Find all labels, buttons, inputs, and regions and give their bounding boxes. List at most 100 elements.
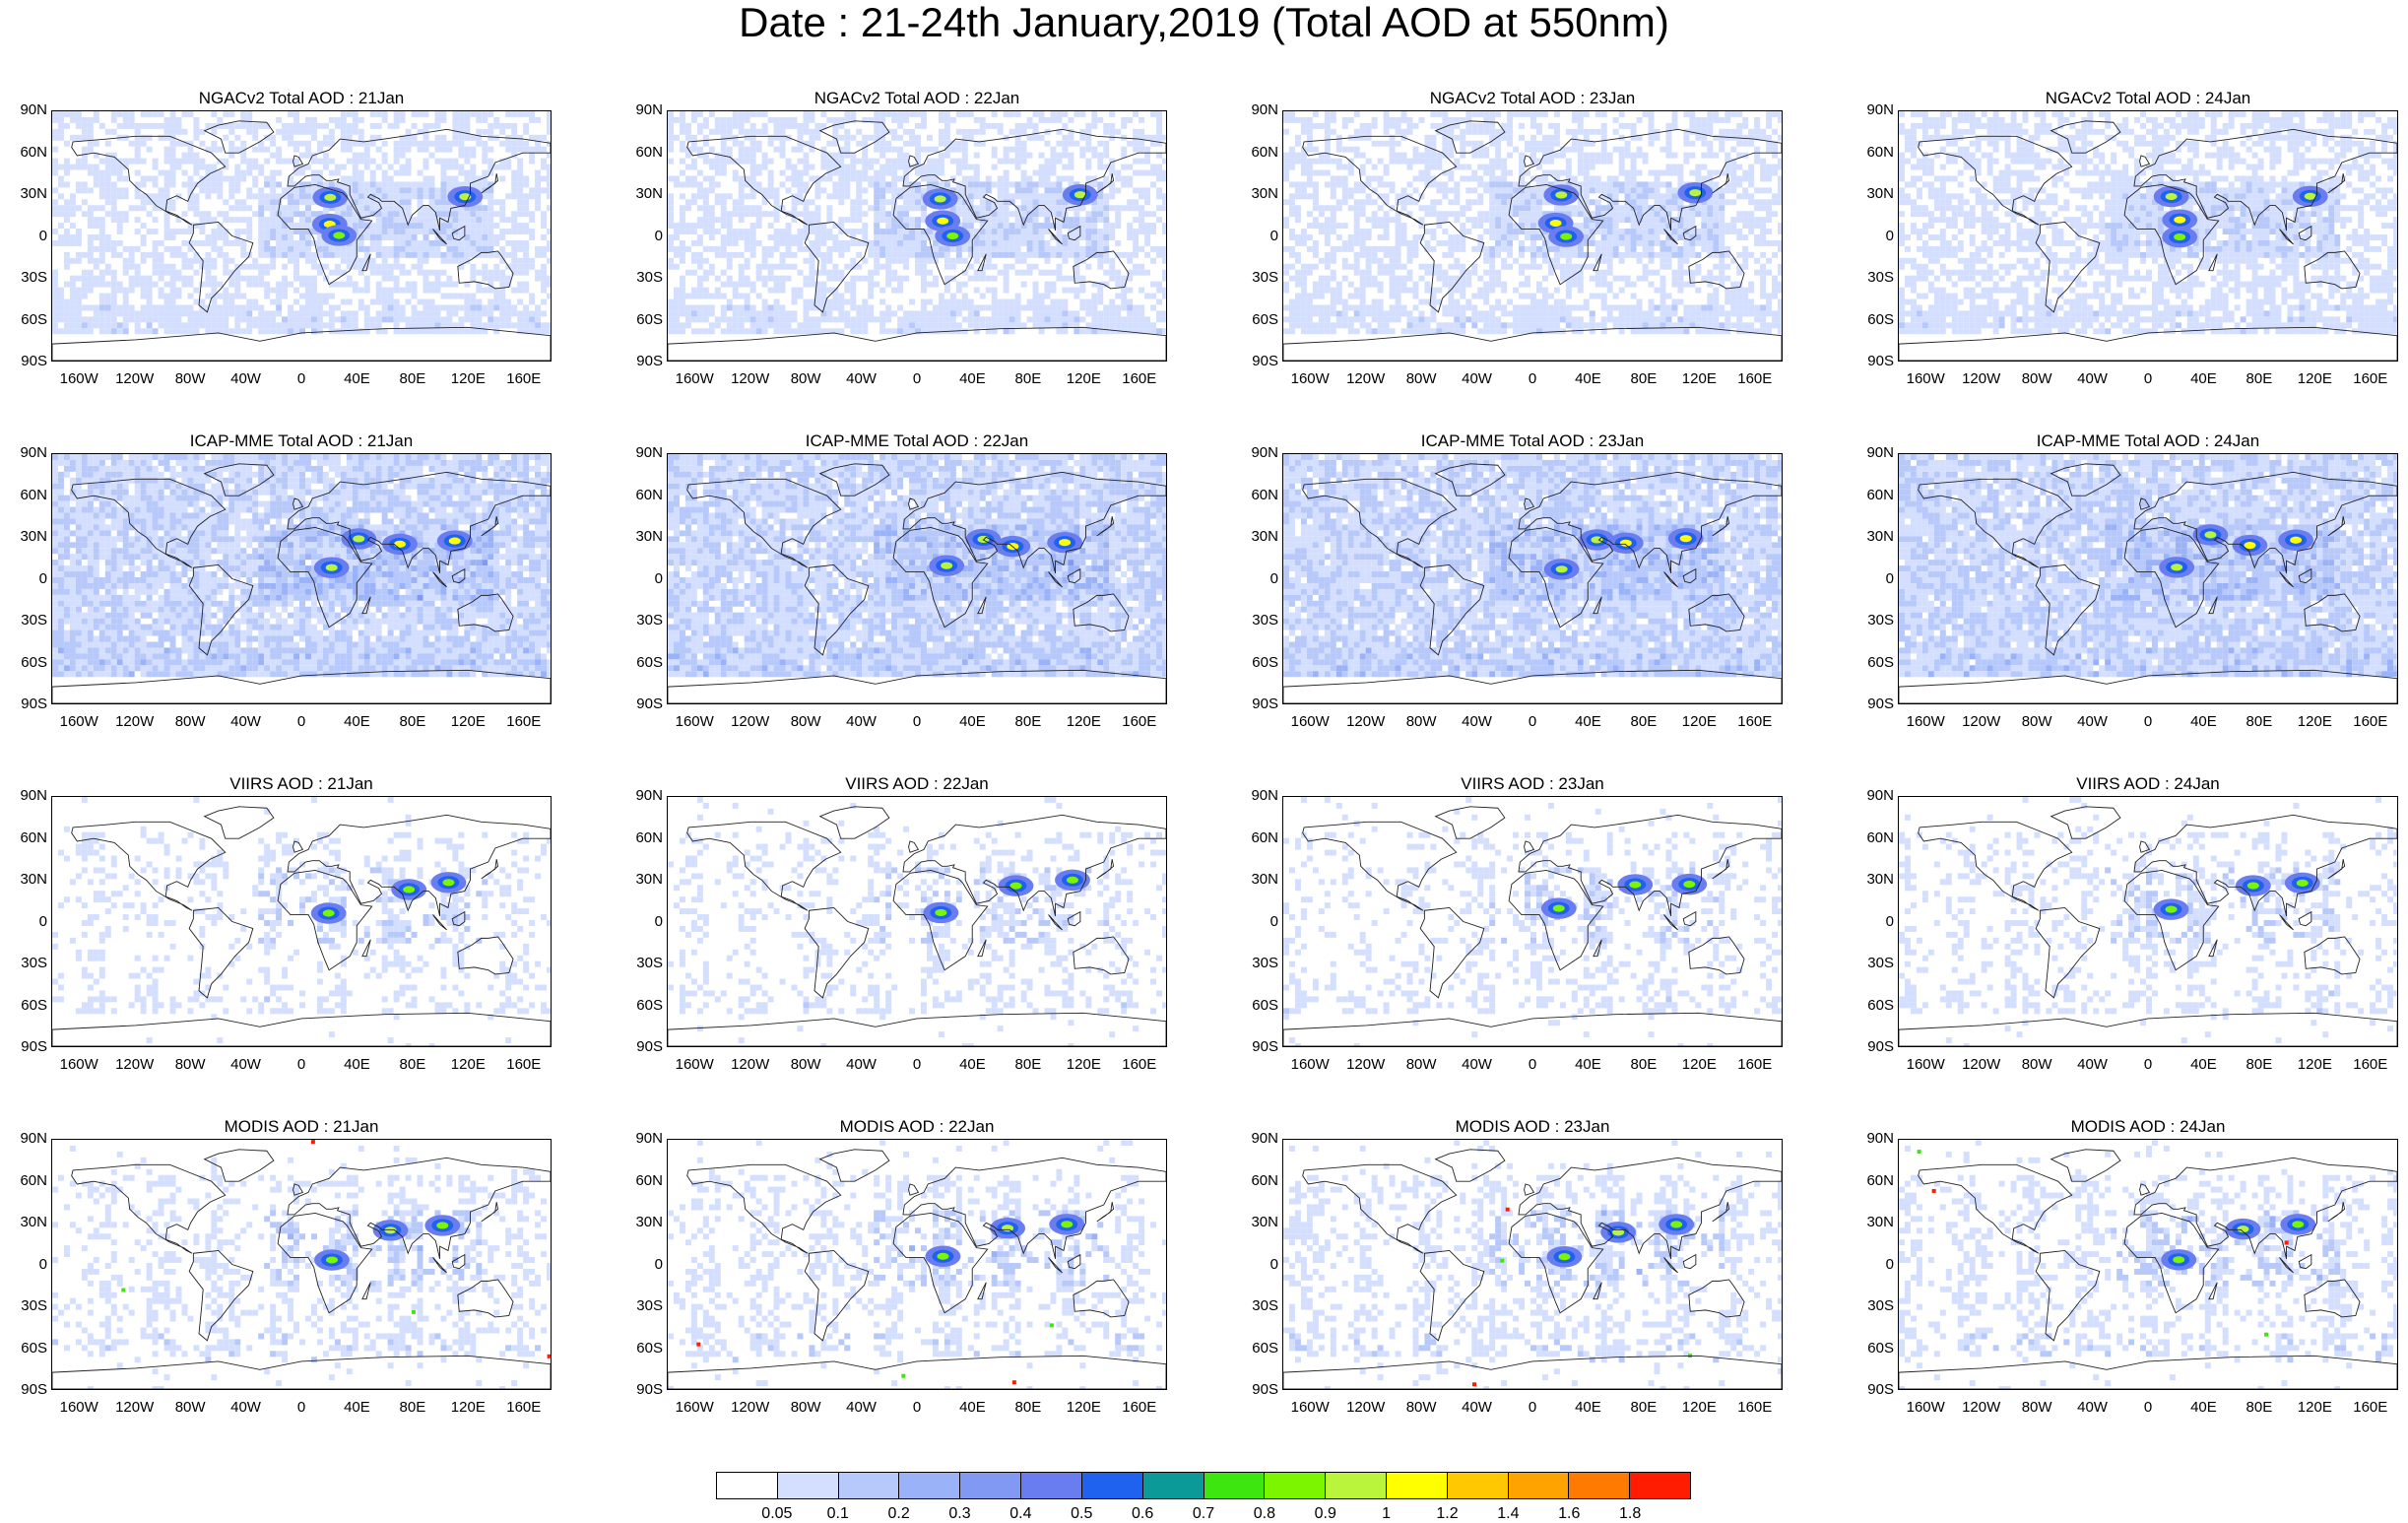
aod-cell — [1097, 211, 1104, 218]
aod-cell — [1665, 169, 1672, 176]
aod-cell — [891, 287, 898, 294]
aod-cell — [205, 281, 212, 288]
aod-cell — [1079, 134, 1086, 141]
aod-cell — [352, 175, 358, 182]
aod-cell — [346, 158, 353, 165]
aod-cell — [708, 211, 715, 218]
aod-cell — [1618, 181, 1625, 188]
aod-cell — [276, 116, 283, 123]
aod-cell — [1559, 152, 1566, 159]
aod-cell — [826, 328, 833, 335]
aod-cell — [423, 187, 429, 194]
aod-cell — [440, 257, 447, 264]
aod-cell — [1068, 223, 1074, 230]
aod-cell — [738, 111, 745, 117]
aod-cell — [1139, 287, 1145, 294]
aod-cell — [967, 263, 974, 270]
aod-cell — [493, 322, 500, 329]
aod-cell — [322, 298, 329, 305]
aod-cell — [826, 310, 833, 317]
aod-cell — [785, 223, 792, 230]
aod-cell — [1719, 169, 1725, 176]
aod-cell — [98, 217, 105, 224]
aod-cell — [985, 217, 992, 224]
aod-cell — [1324, 158, 1331, 165]
aod-cell — [915, 310, 921, 317]
aod-cell — [1730, 111, 1737, 117]
aod-cell — [405, 211, 412, 218]
aod-cell — [767, 187, 774, 194]
aod-cell — [832, 169, 839, 176]
aod-cell — [838, 298, 845, 305]
aod-cell — [146, 134, 153, 141]
aod-cell — [1618, 158, 1625, 165]
aod-cell — [1519, 122, 1526, 129]
aod-cell — [1014, 152, 1021, 159]
aod-cell — [885, 217, 892, 224]
aod-cell — [1424, 175, 1431, 182]
aod-cell — [684, 134, 691, 141]
aod-cell — [838, 293, 845, 299]
aod-cell — [1742, 134, 1749, 141]
aod-cell — [1654, 187, 1660, 194]
aod-cell — [63, 169, 70, 176]
aod-cell — [679, 229, 685, 235]
aod-cell — [797, 269, 804, 276]
aod-cell — [476, 205, 483, 212]
aod-cell — [1115, 316, 1122, 323]
aod-cell — [708, 245, 715, 252]
aod-cell — [523, 211, 530, 218]
aod-cell — [387, 217, 394, 224]
aod-cell — [1436, 164, 1443, 170]
aod-cell — [363, 164, 370, 170]
aod-cell — [52, 205, 58, 212]
aod-cell — [1003, 152, 1009, 159]
aod-cell — [375, 187, 382, 194]
aod-cell — [749, 304, 756, 311]
aod-cell — [856, 211, 863, 218]
aod-cell — [499, 229, 506, 235]
aod-cell — [381, 211, 388, 218]
aod-cell — [1014, 128, 1021, 135]
aod-cell — [340, 322, 347, 329]
aod-cell — [844, 181, 851, 188]
aod-cell — [264, 199, 271, 206]
aod-cell — [844, 322, 851, 329]
aod-cell — [1507, 152, 1514, 159]
aod-cell — [1133, 146, 1139, 153]
aod-cell — [381, 293, 388, 299]
aod-cell — [87, 322, 94, 329]
aod-cell — [903, 211, 910, 218]
aod-cell — [163, 328, 170, 335]
aod-cell — [991, 287, 998, 294]
aod-cell — [955, 245, 962, 252]
aod-cell — [856, 193, 863, 200]
aod-cell — [856, 217, 863, 224]
aod-cell — [874, 116, 880, 123]
aod-cell — [1660, 169, 1666, 176]
aod-cell — [110, 316, 117, 323]
aod-cell — [1330, 116, 1336, 123]
aod-cell — [63, 257, 70, 264]
aod-cell — [1300, 164, 1307, 170]
aod-cell — [134, 122, 141, 129]
aod-cell — [488, 287, 494, 294]
aod-cell — [440, 134, 447, 141]
aod-cell — [1448, 152, 1455, 159]
aod-cell — [1565, 164, 1572, 170]
aod-cell — [690, 328, 697, 335]
aod-cell — [679, 211, 685, 218]
aod-cell — [791, 310, 798, 317]
aod-cell — [856, 275, 863, 282]
aod-cell — [1003, 175, 1009, 182]
aod-cell — [1565, 146, 1572, 153]
aod-cell — [1068, 175, 1074, 182]
aod-cell — [488, 217, 494, 224]
aod-cell — [140, 134, 147, 141]
aod-cell — [1383, 140, 1390, 147]
aod-cell — [304, 146, 311, 153]
aod-cell — [738, 281, 745, 288]
aod-cell — [381, 158, 388, 165]
aod-cell — [868, 245, 875, 252]
aod-cell — [1032, 223, 1039, 230]
